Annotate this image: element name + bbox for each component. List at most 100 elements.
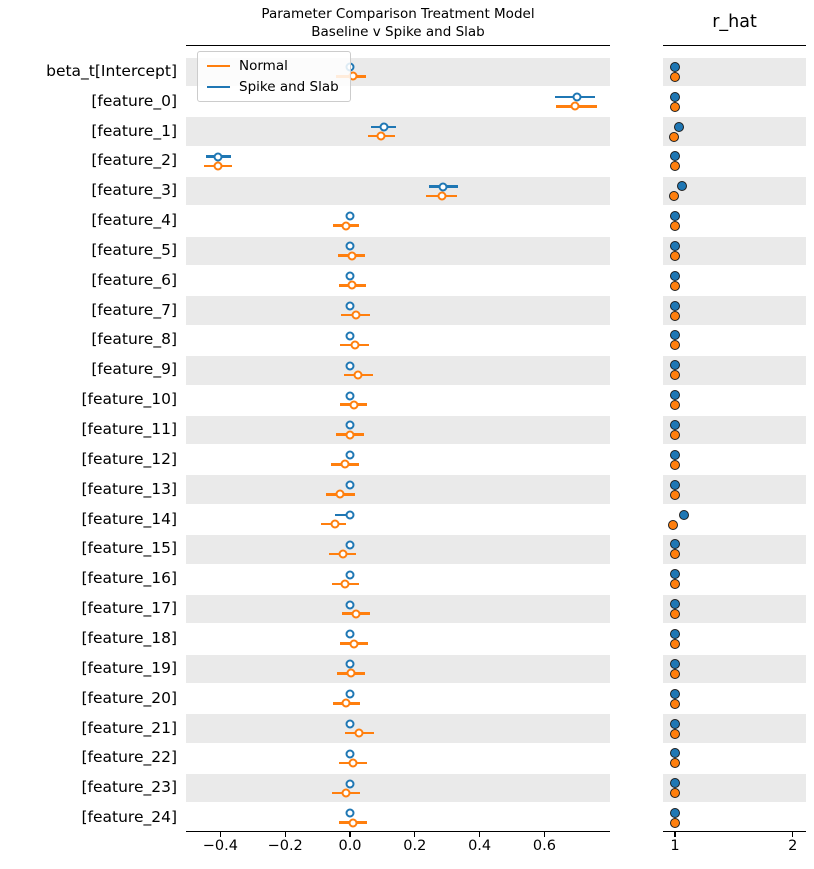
row-band <box>663 57 806 87</box>
forest-marker-spike-and-slab <box>345 241 355 251</box>
forest-marker-spike-and-slab <box>345 391 355 401</box>
row-band <box>663 296 806 325</box>
forest-marker-normal <box>341 221 351 231</box>
forest-marker-spike-and-slab <box>438 182 448 192</box>
forest-marker-normal <box>340 459 350 469</box>
row-band <box>663 117 806 146</box>
forest-marker-spike-and-slab <box>345 211 355 221</box>
forest-marker-spike-and-slab <box>345 331 355 341</box>
y-tick-label: [feature_7] <box>91 300 177 319</box>
forest-marker-spike-and-slab <box>345 540 355 550</box>
rhat-dot-normal <box>670 728 680 739</box>
forest-marker-spike-and-slab <box>345 450 355 460</box>
row-band <box>663 654 806 684</box>
rhat-panel <box>663 44 806 832</box>
rhat-tick-label: 2 <box>788 838 798 854</box>
rhat-dot-normal <box>670 698 680 709</box>
y-tick-label: [feature_14] <box>81 509 177 528</box>
rhat-dot-spike-and-slab <box>670 330 680 341</box>
row-band <box>663 594 806 624</box>
rhat-dot-spike-and-slab <box>670 628 680 639</box>
legend-label-normal: Normal <box>239 58 288 74</box>
x-tick-label: −0.4 <box>202 838 238 854</box>
y-tick-label: [feature_11] <box>81 420 177 438</box>
rhat-dot-spike-and-slab <box>670 539 680 550</box>
forest-marker-spike-and-slab <box>572 92 582 102</box>
forest-marker-spike-and-slab <box>345 480 355 490</box>
y-tick-label: [feature_10] <box>81 390 177 409</box>
row-band <box>663 535 806 564</box>
row-band <box>186 475 610 504</box>
forest-marker-normal <box>347 280 357 290</box>
x-tick-label: 0.6 <box>532 838 556 854</box>
forest-marker-spike-and-slab <box>345 808 355 818</box>
row-band <box>186 356 610 385</box>
forest-marker-spike-and-slab <box>345 749 355 759</box>
legend-item-spike-and-slab: Spike and Slab <box>207 79 339 95</box>
forest-marker-normal <box>345 430 355 440</box>
chart-title: Parameter Comparison Treatment Model Bas… <box>186 5 610 41</box>
forest-marker-normal <box>350 340 360 350</box>
rhat-dot-spike-and-slab <box>670 360 680 371</box>
y-tick-label: [feature_24] <box>81 808 177 827</box>
forest-marker-normal <box>351 609 361 619</box>
rhat-dot-spike-and-slab <box>670 479 680 490</box>
x-tick-mark <box>284 832 286 837</box>
row-band <box>186 296 610 325</box>
legend-item-normal: Normal <box>207 58 339 74</box>
x-tick-mark <box>414 832 416 837</box>
forest-marker-spike-and-slab <box>213 152 223 162</box>
forest-marker-normal <box>347 251 357 260</box>
rhat-dot-spike-and-slab <box>670 61 680 72</box>
forest-panel <box>186 44 610 832</box>
forest-marker-normal <box>349 639 359 649</box>
forest-marker-spike-and-slab <box>345 659 355 669</box>
rhat-dot-spike-and-slab <box>670 658 680 669</box>
row-band <box>186 654 610 684</box>
row-band <box>186 773 610 803</box>
forest-marker-spike-and-slab <box>345 570 355 580</box>
rhat-dot-spike-and-slab <box>677 181 688 192</box>
y-tick-label: [feature_18] <box>81 628 177 647</box>
legend-line-spike-and-slab <box>207 85 230 89</box>
rhat-tick-label: 1 <box>670 838 680 854</box>
row-band <box>663 475 806 504</box>
rhat-dot-spike-and-slab <box>670 808 680 819</box>
forest-marker-spike-and-slab <box>345 629 355 639</box>
rhat-tick-mark <box>792 832 794 837</box>
y-tick-label: [feature_3] <box>91 181 177 200</box>
rhat-dot-spike-and-slab <box>670 91 680 102</box>
rhat-dot-normal <box>669 131 680 142</box>
row-band <box>186 714 610 743</box>
y-tick-label: [feature_19] <box>81 658 177 677</box>
row-band <box>186 535 610 564</box>
y-tick-label: [feature_1] <box>91 121 177 140</box>
forest-marker-spike-and-slab <box>345 600 355 609</box>
rhat-dot-spike-and-slab <box>679 509 690 520</box>
forest-marker-normal <box>348 818 358 828</box>
rhat-dot-normal <box>670 489 680 500</box>
chart-title-line1: Parameter Comparison Treatment Model <box>261 6 535 22</box>
rhat-dot-spike-and-slab <box>670 599 680 610</box>
rhat-dot-normal <box>670 758 680 769</box>
forest-marker-normal <box>330 519 340 529</box>
forest-marker-normal <box>349 400 359 410</box>
forest-marker-normal <box>437 191 447 201</box>
forest-marker-normal <box>348 758 358 768</box>
row-band <box>186 415 610 445</box>
rhat-dot-normal <box>667 519 678 530</box>
forest-marker-spike-and-slab <box>345 779 355 789</box>
forest-marker-normal <box>341 788 351 798</box>
forest-marker-spike-and-slab <box>345 361 355 371</box>
forest-marker-normal <box>354 728 364 738</box>
legend-line-normal <box>207 64 230 68</box>
forest-marker-spike-and-slab <box>345 420 355 430</box>
y-tick-label: [feature_17] <box>81 599 177 618</box>
x-tick-label: 0.0 <box>338 838 362 854</box>
row-band <box>186 594 610 624</box>
row-band <box>663 176 806 206</box>
chart-title-line2: Baseline v Spike and Slab <box>311 24 485 40</box>
y-tick-label: [feature_15] <box>81 539 177 558</box>
rhat-dot-spike-and-slab <box>670 420 680 430</box>
